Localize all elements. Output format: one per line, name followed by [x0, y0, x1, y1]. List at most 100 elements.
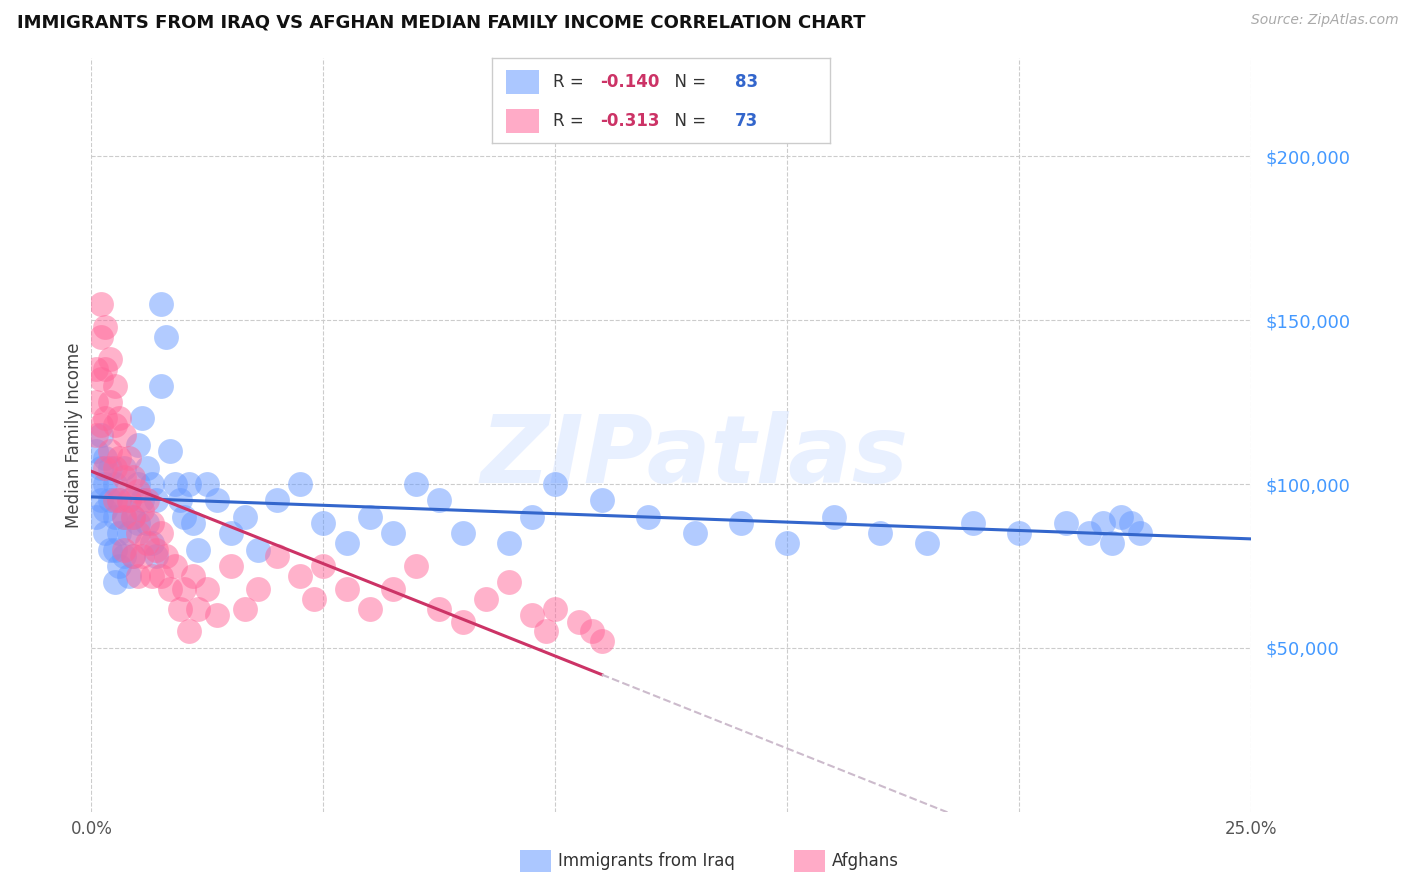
Point [637, 509, 659, 524]
Point [290, 568, 312, 582]
Point [84, 509, 107, 524]
Text: 83: 83 [735, 73, 758, 91]
Point [247, 582, 270, 596]
Point [1054, 516, 1077, 531]
Point [183, 516, 205, 531]
Point [112, 542, 135, 557]
Text: Source: ZipAtlas.com: Source: ZipAtlas.com [1251, 13, 1399, 28]
Point [149, 526, 172, 541]
Point [359, 509, 381, 524]
Point [131, 493, 153, 508]
Point [195, 477, 219, 491]
Point [90, 372, 112, 386]
Point [117, 450, 139, 465]
Point [136, 493, 159, 508]
Point [104, 493, 127, 508]
Bar [506, 109, 540, 133]
Point [155, 549, 177, 563]
Point [131, 549, 153, 563]
Point [84, 477, 107, 491]
Point [335, 536, 357, 550]
Text: Immigrants from Iraq: Immigrants from Iraq [558, 852, 735, 871]
Point [177, 624, 200, 639]
Point [581, 624, 603, 639]
Point [1101, 536, 1123, 550]
Point [90, 428, 112, 442]
Point [117, 526, 139, 541]
Point [108, 493, 131, 508]
Point [117, 568, 139, 582]
Point [205, 608, 228, 623]
Point [381, 526, 405, 541]
Point [159, 444, 181, 458]
Point [312, 558, 335, 573]
Point [451, 615, 474, 629]
Text: N =: N = [664, 73, 711, 91]
Point [145, 542, 167, 557]
Point [104, 477, 127, 491]
Point [136, 516, 159, 531]
Point [823, 509, 845, 524]
Point [94, 526, 117, 541]
Point [94, 477, 117, 491]
Point [302, 591, 325, 606]
Point [90, 493, 112, 508]
Text: IMMIGRANTS FROM IRAQ VS AFGHAN MEDIAN FAMILY INCOME CORRELATION CHART: IMMIGRANTS FROM IRAQ VS AFGHAN MEDIAN FA… [17, 13, 865, 31]
Point [195, 582, 219, 596]
Point [108, 450, 131, 465]
Point [591, 634, 613, 648]
Point [127, 483, 149, 498]
Point [108, 526, 131, 541]
Point [312, 516, 335, 531]
Point [104, 542, 127, 557]
Point [219, 558, 242, 573]
Text: ZIPatlas: ZIPatlas [481, 411, 908, 503]
Point [98, 444, 121, 458]
Point [127, 516, 149, 531]
Point [131, 503, 153, 517]
Point [90, 460, 112, 475]
Point [359, 601, 381, 615]
Point [474, 591, 498, 606]
Point [94, 319, 117, 334]
Point [145, 493, 167, 508]
Point [149, 568, 172, 582]
Point [149, 378, 172, 392]
Point [98, 395, 121, 409]
Point [122, 509, 145, 524]
Point [187, 601, 209, 615]
Point [112, 470, 135, 484]
Point [122, 549, 145, 563]
Point [427, 601, 450, 615]
Point [177, 477, 200, 491]
Text: -0.313: -0.313 [600, 112, 659, 129]
Point [131, 411, 153, 425]
Point [1091, 516, 1114, 531]
Point [233, 509, 256, 524]
Point [962, 516, 984, 531]
Point [90, 297, 112, 311]
Point [169, 601, 191, 615]
Point [98, 542, 121, 557]
Point [163, 558, 186, 573]
Point [84, 362, 107, 376]
Point [233, 601, 256, 615]
Point [98, 460, 121, 475]
Point [266, 549, 288, 563]
Point [520, 608, 543, 623]
Point [498, 575, 520, 590]
Point [94, 503, 117, 517]
Point [498, 536, 520, 550]
Point [405, 477, 427, 491]
Point [84, 444, 107, 458]
Point [90, 329, 112, 343]
Point [1111, 509, 1133, 524]
Point [112, 460, 135, 475]
Text: 73: 73 [735, 112, 758, 129]
Point [127, 477, 149, 491]
Point [219, 526, 242, 541]
Text: N =: N = [664, 112, 711, 129]
Point [567, 615, 591, 629]
Point [335, 582, 357, 596]
Point [141, 568, 163, 582]
